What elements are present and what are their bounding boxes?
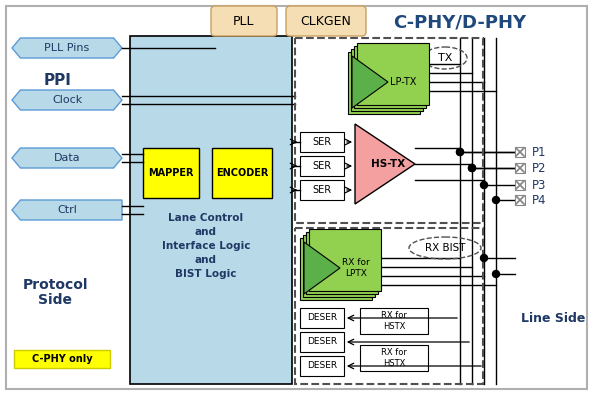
Polygon shape [12, 38, 122, 58]
Circle shape [457, 149, 464, 156]
Text: SER: SER [313, 185, 331, 195]
Bar [515, 195, 525, 205]
Bar [212, 148, 272, 198]
Polygon shape [355, 124, 415, 204]
Text: Protocol: Protocol [23, 278, 88, 292]
Bar [515, 147, 525, 157]
Bar [143, 148, 199, 198]
FancyBboxPatch shape [211, 6, 277, 36]
Bar [300, 132, 344, 152]
Text: RX for
HSTX: RX for HSTX [381, 311, 407, 331]
Text: and: and [195, 227, 217, 237]
Bar [306, 232, 378, 294]
Bar [295, 38, 483, 223]
Bar [351, 49, 423, 111]
Text: SER: SER [313, 137, 331, 147]
Bar [14, 350, 110, 368]
Circle shape [480, 254, 487, 261]
Text: ENCODER: ENCODER [216, 168, 268, 178]
Text: PLL Pins: PLL Pins [44, 43, 90, 53]
Text: P2: P2 [532, 162, 547, 175]
Bar [300, 180, 344, 200]
Text: P1: P1 [532, 145, 547, 158]
Text: SER: SER [313, 161, 331, 171]
Text: DESER: DESER [307, 361, 337, 371]
Text: Side: Side [38, 293, 72, 307]
Circle shape [468, 164, 476, 171]
Bar [354, 46, 426, 108]
Text: RX BIST: RX BIST [425, 243, 466, 253]
Text: P4: P4 [532, 194, 547, 207]
Bar [300, 356, 344, 376]
Bar [300, 156, 344, 176]
Bar [357, 43, 429, 105]
Bar [303, 235, 375, 297]
Text: MAPPER: MAPPER [148, 168, 194, 178]
Text: LP-TX: LP-TX [390, 77, 416, 87]
Text: RX for
HSTX: RX for HSTX [381, 348, 407, 368]
Bar [300, 238, 372, 300]
Text: Interface Logic: Interface Logic [162, 241, 250, 251]
Bar [360, 308, 428, 334]
Text: HS-TX: HS-TX [371, 159, 405, 169]
Polygon shape [12, 90, 122, 110]
Circle shape [480, 181, 487, 188]
Bar [515, 180, 525, 190]
Polygon shape [12, 148, 122, 168]
Text: Ctrl: Ctrl [57, 205, 77, 215]
FancyBboxPatch shape [286, 6, 366, 36]
Text: Data: Data [54, 153, 80, 163]
Circle shape [493, 196, 499, 203]
Text: DESER: DESER [307, 314, 337, 322]
Text: CLKGEN: CLKGEN [301, 15, 352, 28]
Bar [300, 308, 344, 328]
Bar [360, 345, 428, 371]
Text: PLL: PLL [233, 15, 255, 28]
Text: C-PHY/D-PHY: C-PHY/D-PHY [393, 13, 527, 31]
Polygon shape [352, 56, 388, 108]
Circle shape [493, 271, 499, 278]
Circle shape [457, 149, 464, 156]
Bar [300, 332, 344, 352]
Text: PPI: PPI [44, 73, 72, 88]
Polygon shape [12, 200, 122, 220]
Text: and: and [195, 255, 217, 265]
Bar [515, 163, 525, 173]
Bar [348, 52, 420, 114]
Bar [130, 36, 292, 384]
Polygon shape [304, 242, 340, 294]
Circle shape [468, 164, 476, 171]
Bar [295, 228, 483, 384]
Bar [309, 229, 381, 291]
Text: C-PHY only: C-PHY only [31, 354, 93, 364]
Text: BIST Logic: BIST Logic [176, 269, 237, 279]
Text: TX: TX [438, 53, 452, 63]
Text: P3: P3 [532, 179, 546, 192]
Text: DESER: DESER [307, 337, 337, 346]
Text: Line Side: Line Side [521, 312, 585, 325]
Text: Clock: Clock [52, 95, 82, 105]
Text: Lane Control: Lane Control [168, 213, 244, 223]
Text: RX for
LPTX: RX for LPTX [342, 258, 370, 278]
